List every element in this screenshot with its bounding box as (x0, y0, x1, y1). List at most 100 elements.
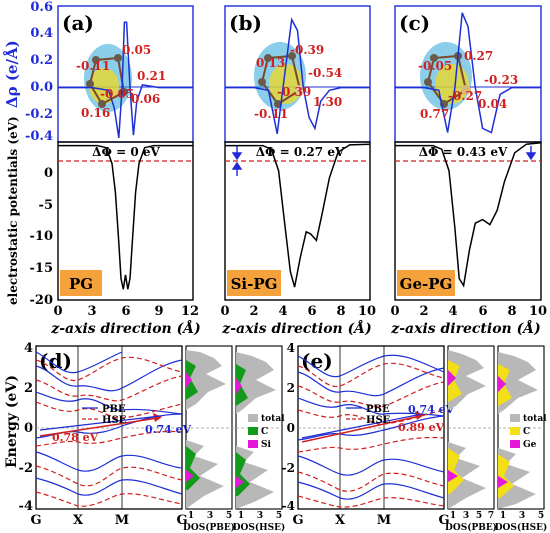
dos-xlabel-pbe-e: DOS(PBE) (445, 522, 497, 533)
dos-tick-label: 7 (488, 511, 494, 521)
ytick-label: -15 (30, 261, 54, 276)
dos-frame-pbe-d (185, 345, 233, 510)
ytick-label: -4 (282, 499, 295, 513)
structure-illustration-a (84, 44, 132, 112)
dos-tick-label: 5 (276, 511, 282, 521)
delta-phi-ge: ΔΦ = 0.43 eV (419, 145, 508, 159)
charge-annotation: -0.05 (418, 59, 452, 73)
xtick-label: 6 (121, 304, 130, 319)
charge-annotation: 0.06 (131, 92, 160, 106)
dos-tick-label: 1 (450, 511, 456, 521)
xtick-label: 4 (448, 304, 457, 319)
ytick-label: -0.2 (25, 107, 53, 122)
delta-phi-arrow-head (231, 161, 243, 170)
ytick-label: 0.2 (30, 53, 53, 68)
legend-e: PBE HSE (346, 404, 391, 426)
energy-axis-label: Energy (eV) (4, 375, 20, 468)
potential-curve-si (225, 143, 371, 288)
indirect-gap-arrow (301, 415, 421, 443)
pbe-gap-arrow (39, 415, 161, 431)
delta-phi-arrow-head (231, 152, 243, 161)
gap-label-hse-d: 0.78 eV (52, 431, 99, 444)
ytick-label: -5 (39, 198, 53, 213)
x-axis-label-si: z-axis direction (Å) (221, 319, 371, 337)
xtick-label: 10 (529, 304, 547, 319)
potential-curve-pg (58, 144, 193, 290)
delta-rho-curve-c (395, 12, 541, 134)
x-axis-label-pg: z-axis direction (Å) (50, 319, 200, 337)
xtick-label: 0 (53, 304, 62, 319)
charge-annotation: -0.05 (100, 87, 134, 101)
dos-legend-swatch-c (510, 427, 520, 435)
kpoint-label: X (335, 513, 346, 528)
dos-legend-ge: Ge (523, 440, 537, 450)
potential-curve-ge (395, 141, 542, 288)
panel-b-label: (b) (229, 11, 262, 35)
charge-annotation: -0.23 (484, 73, 518, 87)
dos-tick-label: 3 (257, 511, 263, 521)
legend-label-hse: HSE (102, 415, 127, 426)
charge-annotation: 0.13 (256, 56, 285, 70)
dos-frame-hse-e (497, 345, 545, 510)
charge-annotation: 0.05 (122, 43, 151, 57)
xtick-label: 4 (278, 304, 287, 319)
dos-tick-label: 1 (188, 511, 194, 521)
xtick-label: 3 (87, 304, 96, 319)
ytick-label: -10 (30, 229, 54, 244)
dos-legend-swatch-total (248, 414, 258, 422)
xtick-label: 8 (336, 304, 345, 319)
dos-legend-c: C (523, 427, 530, 437)
kpoint-label: G (30, 513, 41, 528)
xtick-label: 12 (181, 304, 199, 319)
ytick-label: -0.4 (25, 129, 53, 144)
system-label-box (60, 270, 102, 296)
delta-phi-arrow-head (525, 152, 537, 161)
band-frame-e (297, 345, 445, 510)
ytick-label: 4 (24, 341, 33, 356)
dos-xlabel-hse-e: DOS(HSE) (495, 522, 548, 533)
xtick-label: 6 (307, 304, 316, 319)
dos-xlabel-hse-d: DOS(HSE) (233, 522, 286, 533)
potential-axis-label: electrostatic potentials (eV) (6, 116, 20, 305)
arrow-head (153, 413, 162, 422)
system-label-box (227, 270, 281, 296)
ytick-label: 0.6 (30, 0, 53, 15)
xtick-label: 0 (220, 304, 229, 319)
dos-legend-total: total (523, 414, 547, 424)
dos-tick-label: 1 (500, 511, 506, 521)
dos-legend-swatch-ge (510, 440, 520, 448)
charge-annotation: -0.54 (308, 66, 342, 80)
dos-legend-swatch-total (510, 414, 520, 422)
charge-annotation: 0.04 (478, 97, 507, 111)
indirect-gap-arrow (39, 417, 159, 437)
ytick-label: -2 (282, 461, 295, 475)
xtick-label: 9 (154, 304, 163, 319)
xtick-label: 10 (358, 304, 376, 319)
charge-annotation: 0.27 (464, 49, 493, 63)
ytick-label: 0 (44, 166, 53, 181)
kpoint-label: G (292, 513, 303, 528)
band-frame-d (35, 345, 183, 510)
xtick-label: 0 (390, 304, 399, 319)
kpoint-label: M (115, 513, 129, 528)
gap-label-pbe-e: 0.74 eV (408, 403, 455, 416)
legend-label-pbe: PBE (102, 404, 126, 415)
system-label-pg: PG (69, 275, 93, 293)
dos-legend-swatch-si (248, 440, 258, 448)
system-label-box (397, 270, 455, 296)
ytick-label: 0 (287, 421, 295, 435)
dos-fill-d (186, 350, 276, 509)
charge-annotation: -0.39 (290, 43, 324, 57)
ytick-label: 0 (24, 421, 33, 436)
dos-legend-c: C (261, 427, 268, 437)
delta-phi-si: ΔΦ = 0.27 eV (256, 145, 345, 159)
band-lines-d (35, 351, 183, 507)
legend-d: PBE HSE (82, 404, 127, 426)
pbe-gap-arrow (301, 413, 423, 439)
arrow-head (415, 411, 424, 420)
dos-legend-swatch-c (248, 427, 258, 435)
dos-frame-hse-d (235, 345, 283, 510)
dos-legend-total: total (261, 414, 285, 424)
xtick-label: 2 (419, 304, 428, 319)
